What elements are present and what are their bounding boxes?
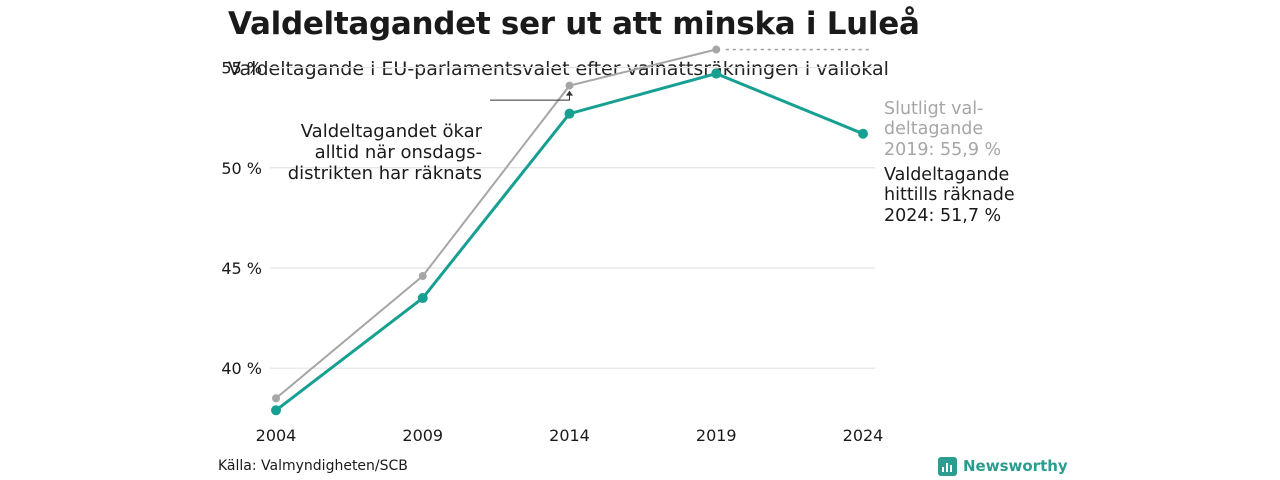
x-tick-label-2014: 2014 [549, 426, 590, 445]
wednesday-note-line-1: Valdeltagandet ökar [301, 121, 483, 142]
wednesday-note-line-3: distrikten har räknats [288, 163, 482, 184]
y-axis-ticks: 40 % 45 % 50 % 55 % [221, 59, 262, 379]
series-layer [271, 45, 868, 416]
final-label-line-1: Slutligt val- [884, 99, 983, 119]
wednesday-note-arrow [490, 94, 570, 101]
data-point-counted-2014 [564, 108, 575, 119]
counted-label-line-1: Valdeltagande [884, 165, 1009, 185]
x-tick-label-2009: 2009 [402, 426, 443, 445]
final-label-line-3: 2019: 55,9 % [884, 140, 1001, 160]
gridlines [270, 66, 875, 369]
data-point-final-2014 [565, 81, 574, 90]
x-tick-label-2004: 2004 [256, 426, 297, 445]
data-point-final-2019 [712, 45, 721, 54]
counted-label-line-2: hittills räknade [884, 185, 1015, 205]
x-tick-label-2024: 2024 [843, 426, 884, 445]
wednesday-note-arrowhead [566, 90, 573, 96]
y-tick-label-40: 40 % [221, 359, 262, 378]
data-point-counted-2024 [858, 128, 868, 139]
y-tick-label-45: 45 % [221, 259, 262, 278]
source-note: Källa: Valmyndigheten/SCB [218, 458, 408, 474]
wednesday-note-line-2: alltid när onsdags- [315, 142, 482, 163]
bar-chart-icon [938, 456, 957, 476]
y-tick-label-50: 50 % [221, 159, 262, 178]
data-point-counted-2019 [711, 68, 722, 79]
series-line-final [275, 48, 717, 400]
chart-title: Valdeltagandet ser ut att minska i Luleå [228, 6, 920, 42]
data-point-final-2004 [272, 394, 280, 403]
data-point-counted-2004 [271, 405, 281, 416]
y-tick-label-55: 55 % [221, 59, 262, 78]
final-label-line-2: deltagande [884, 119, 983, 139]
data-point-final-2009 [418, 272, 427, 281]
newsworthy-logo: Newsworthy [938, 455, 1068, 477]
brand-name: Newsworthy [963, 457, 1068, 475]
x-tick-label-2019: 2019 [696, 426, 737, 445]
data-point-counted-2009 [417, 293, 428, 304]
chart-subtitle: Valdeltagande i EU-parlamentsvalet efter… [228, 58, 889, 80]
annotation-layer: Valdeltagandet ökar alltid när onsdags- … [288, 48, 1015, 226]
x-axis-ticks: 2004 2009 2014 2019 2024 [256, 426, 884, 445]
counted-label-line-3: 2024: 51,7 % [884, 206, 1001, 226]
